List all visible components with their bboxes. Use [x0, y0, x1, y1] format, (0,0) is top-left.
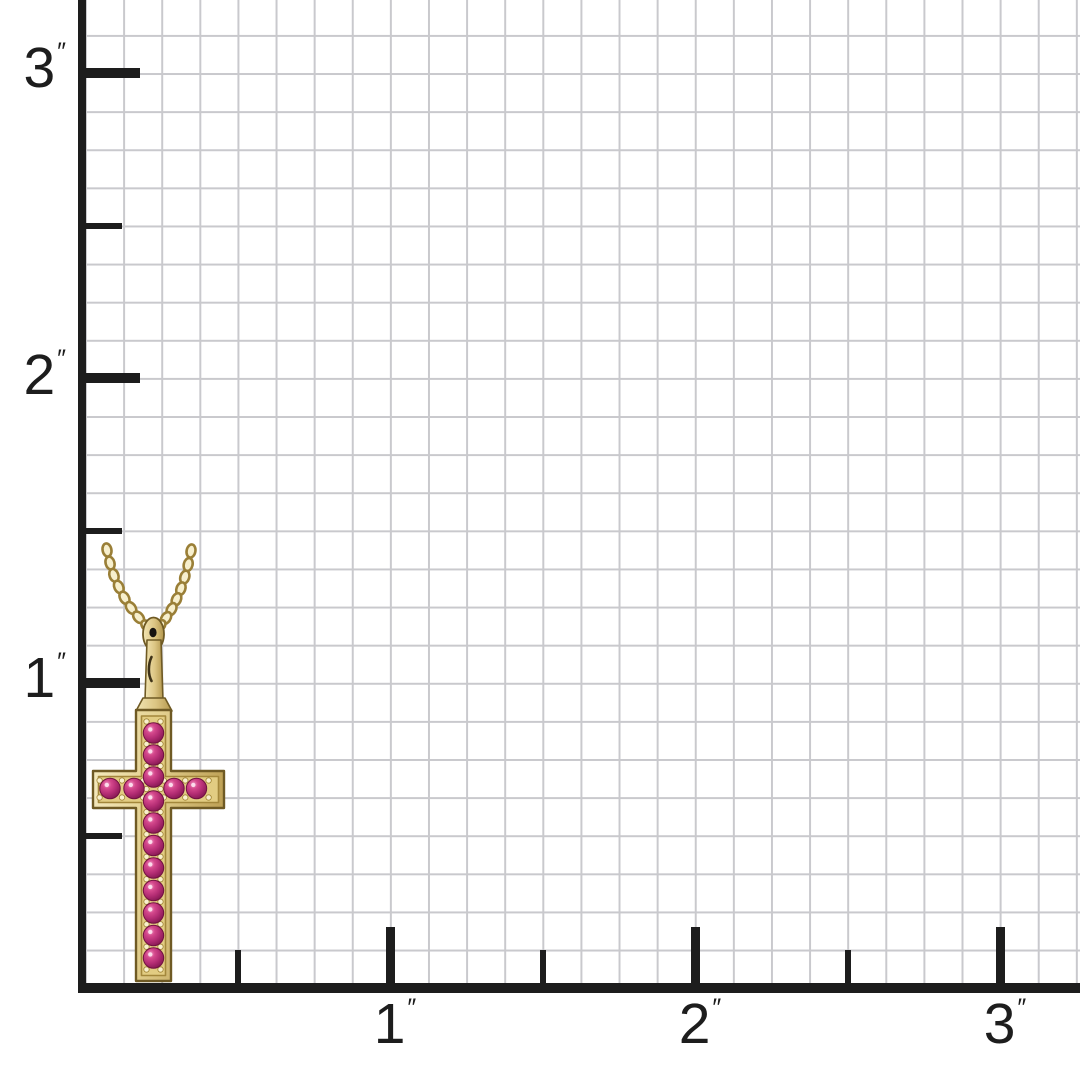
gem	[123, 777, 145, 800]
y-axis-label-3: 3″	[23, 36, 66, 100]
y-tick-3in	[86, 68, 140, 78]
prong-bead	[143, 808, 150, 816]
gem	[142, 902, 165, 924]
x-axis-label-1: 1″	[373, 992, 417, 1056]
x-tick-1in	[386, 927, 395, 983]
gem	[142, 744, 165, 766]
prong-bead	[157, 876, 164, 883]
y-axis-label-1: 1″	[23, 646, 66, 710]
inch-mark: ″	[57, 38, 66, 66]
grid-background	[86, 0, 1080, 983]
prong-bead	[157, 831, 164, 838]
prong-bead	[205, 794, 212, 801]
gem	[99, 777, 121, 800]
y-tick-1_5in	[86, 528, 122, 534]
prong-bead	[143, 853, 150, 860]
prong-bead	[118, 777, 126, 784]
gem	[142, 722, 165, 744]
x-axis	[78, 983, 1080, 993]
prong-bead	[143, 876, 150, 883]
prong-bead	[182, 794, 189, 801]
gem	[142, 947, 165, 969]
prong-bead	[205, 777, 212, 784]
x-tick-0_5in	[235, 950, 241, 983]
prong-bead	[182, 777, 189, 784]
prong-bead	[143, 762, 150, 770]
prong-bead	[157, 808, 164, 816]
gem	[185, 777, 208, 800]
cross-pendant	[91, 708, 226, 983]
bail	[135, 616, 173, 712]
inch-mark: ″	[57, 345, 66, 373]
prong-bead	[143, 740, 150, 748]
x-axis-label-3: 3″	[983, 992, 1027, 1056]
gem	[142, 812, 165, 834]
y-tick-1in	[86, 678, 140, 688]
x-axis-label-2: 2″	[678, 992, 722, 1056]
prong-bead	[157, 785, 164, 793]
prong-bead	[143, 718, 150, 725]
gem	[142, 834, 165, 857]
prong-bead	[96, 777, 103, 784]
x-tick-2in	[691, 927, 700, 983]
prong-bead	[143, 921, 150, 928]
prong-bead	[157, 943, 164, 950]
y-tick-2in	[86, 373, 140, 383]
gem	[142, 924, 165, 947]
inch-mark: ″	[57, 648, 66, 676]
prong-bead	[157, 898, 164, 905]
prong-bead	[157, 718, 164, 725]
prong-bead	[157, 966, 164, 973]
prong-bead	[157, 921, 164, 928]
gem	[142, 790, 165, 812]
bail-hole	[149, 627, 157, 638]
prong-bead	[96, 794, 103, 801]
prong-bead	[143, 831, 150, 838]
x-tick-3in	[996, 927, 1005, 983]
gem	[142, 766, 165, 788]
y-tick-2_5in	[86, 223, 122, 229]
prong-bead	[143, 943, 150, 950]
pendant-photo	[91, 542, 226, 983]
gem	[142, 857, 165, 879]
x-tick-1_5in	[540, 950, 546, 983]
inch-mark: ″	[407, 994, 417, 1022]
prong-bead	[157, 740, 164, 748]
ruby-gems	[99, 722, 208, 969]
inch-mark: ″	[1017, 994, 1027, 1022]
prong-bead	[157, 762, 164, 770]
gem	[142, 879, 165, 902]
gem	[163, 777, 185, 800]
inch-mark: ″	[712, 994, 722, 1022]
prong-bead	[143, 898, 150, 905]
x-tick-2_5in	[845, 950, 851, 983]
prong-bead	[157, 853, 164, 860]
y-axis	[78, 0, 86, 993]
y-tick-0_5in	[86, 833, 122, 839]
y-axis-label-2: 2″	[23, 343, 66, 407]
prong-bead	[143, 966, 150, 973]
prong-beads	[96, 718, 212, 973]
prong-bead	[118, 794, 126, 801]
